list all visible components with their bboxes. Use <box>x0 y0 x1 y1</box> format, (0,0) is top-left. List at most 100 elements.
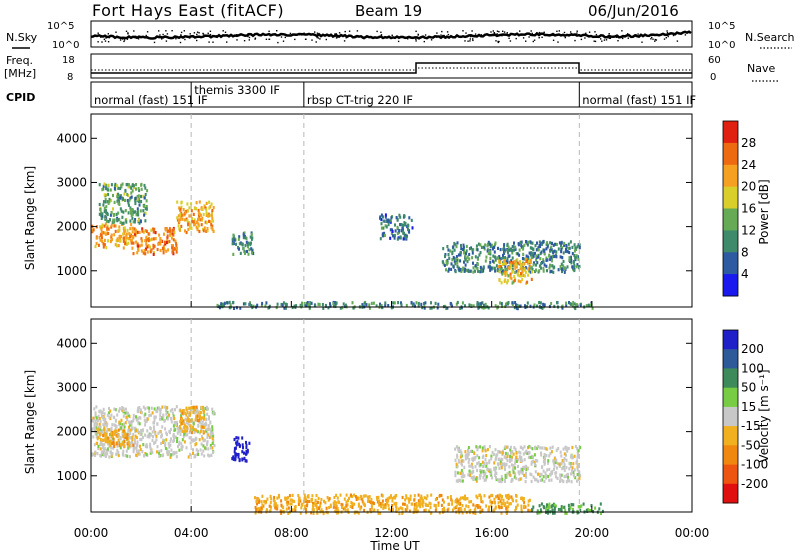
scatter-cell <box>149 245 151 249</box>
scatter-cell <box>434 508 437 513</box>
scatter-cell <box>122 239 125 243</box>
scatter-cell <box>106 452 109 456</box>
scatter-cell <box>351 301 354 305</box>
scatter-cell <box>103 443 106 447</box>
scatter-cell <box>170 453 173 457</box>
scatter-cell <box>134 210 136 214</box>
scatter-cell <box>479 463 482 467</box>
scatter-cell <box>488 445 491 449</box>
scatter-cell <box>498 278 501 282</box>
scatter-cell <box>456 453 459 457</box>
scatter-cell <box>572 303 574 307</box>
scatter-cell <box>548 254 551 258</box>
scatter-cell <box>454 270 457 274</box>
scatter-cell <box>470 303 473 308</box>
scatter-cell <box>202 405 205 409</box>
scatter-cell <box>159 410 162 414</box>
scatter-cell <box>118 217 121 222</box>
scatter-cell <box>132 252 135 256</box>
scatter-cell <box>487 251 490 255</box>
scatter-cell <box>93 407 96 411</box>
scatter-cell <box>463 507 466 512</box>
scatter-cell <box>488 459 491 463</box>
scatter-cell <box>124 433 127 437</box>
scatter-cell <box>250 247 253 251</box>
nsearch-point <box>209 33 212 36</box>
scatter-cell <box>554 504 557 508</box>
scatter-cell <box>195 448 198 452</box>
scatter-cell <box>396 217 399 221</box>
scatter-cell <box>146 406 149 410</box>
scatter-cell <box>95 416 98 420</box>
scatter-cell <box>134 199 137 203</box>
scatter-cell <box>150 413 152 417</box>
scatter-cell <box>554 460 557 464</box>
scatter-cell <box>527 267 530 271</box>
scatter-cell <box>177 444 179 449</box>
scatter-cell <box>180 224 183 228</box>
scatter-cell <box>135 446 138 450</box>
scatter-cell <box>534 447 537 451</box>
scatter-cell <box>560 247 563 252</box>
scatter-cell <box>105 187 108 191</box>
scatter-cell <box>144 219 147 223</box>
scatter-cell <box>504 265 507 269</box>
scatter-cell <box>504 278 507 282</box>
scatter-cell <box>508 254 511 258</box>
nsearch-point <box>601 40 603 42</box>
scatter-cell <box>110 413 113 417</box>
scatter-cell <box>138 422 141 426</box>
scatter-cell <box>196 430 199 434</box>
scatter-cell <box>117 438 120 442</box>
scatter-cell <box>203 416 206 420</box>
scatter-cell <box>514 245 517 249</box>
scatter-cell <box>520 272 522 276</box>
scatter-cell <box>138 188 141 193</box>
scatter-cell <box>545 258 548 262</box>
scatter-cell <box>183 218 186 222</box>
scatter-cell <box>501 451 504 455</box>
scatter-cell <box>233 238 236 242</box>
scatter-cell <box>138 244 141 248</box>
scatter-cell <box>212 219 215 223</box>
scatter-cell <box>159 242 162 246</box>
scatter-cell <box>530 460 533 464</box>
scatter-cell <box>576 447 579 451</box>
scatter-cell <box>192 438 195 442</box>
scatter-cell <box>307 303 310 307</box>
scatter-cell <box>359 507 362 511</box>
scatter-cell <box>208 200 211 204</box>
scatter-cell <box>550 450 553 454</box>
scatter-cell <box>209 435 211 439</box>
nsearch-point <box>522 37 525 39</box>
scatter-cell <box>93 422 96 426</box>
scatter-cell <box>563 463 566 467</box>
nsearch-point <box>498 31 500 33</box>
scatter-cell <box>136 242 139 246</box>
scatter-cell <box>283 306 286 310</box>
scatter-cell <box>108 428 111 432</box>
scatter-cell <box>578 264 581 269</box>
nsearch-point <box>570 33 573 35</box>
scatter-cell <box>533 453 536 457</box>
scatter-cell <box>116 413 119 417</box>
scatter-cell <box>555 471 558 475</box>
scatter-cell <box>436 496 438 501</box>
nsearch-point <box>635 34 637 36</box>
scatter-cell <box>235 436 238 440</box>
scatter-cell <box>273 499 276 503</box>
scatter-cell <box>478 456 481 460</box>
scatter-cell <box>127 441 130 445</box>
scatter-cell <box>483 445 486 449</box>
scatter-cell <box>579 505 582 509</box>
scatter-cell <box>508 465 511 469</box>
scatter-cell <box>195 207 198 211</box>
scatter-cell <box>150 406 153 410</box>
x-tick-label: 20:00 <box>575 526 610 540</box>
scatter-cell <box>493 250 496 254</box>
nsearch-point <box>528 36 530 38</box>
scatter-cell <box>541 306 544 310</box>
scatter-cell <box>115 425 118 429</box>
nsearch-point <box>424 34 427 36</box>
scatter-cell <box>176 439 178 444</box>
